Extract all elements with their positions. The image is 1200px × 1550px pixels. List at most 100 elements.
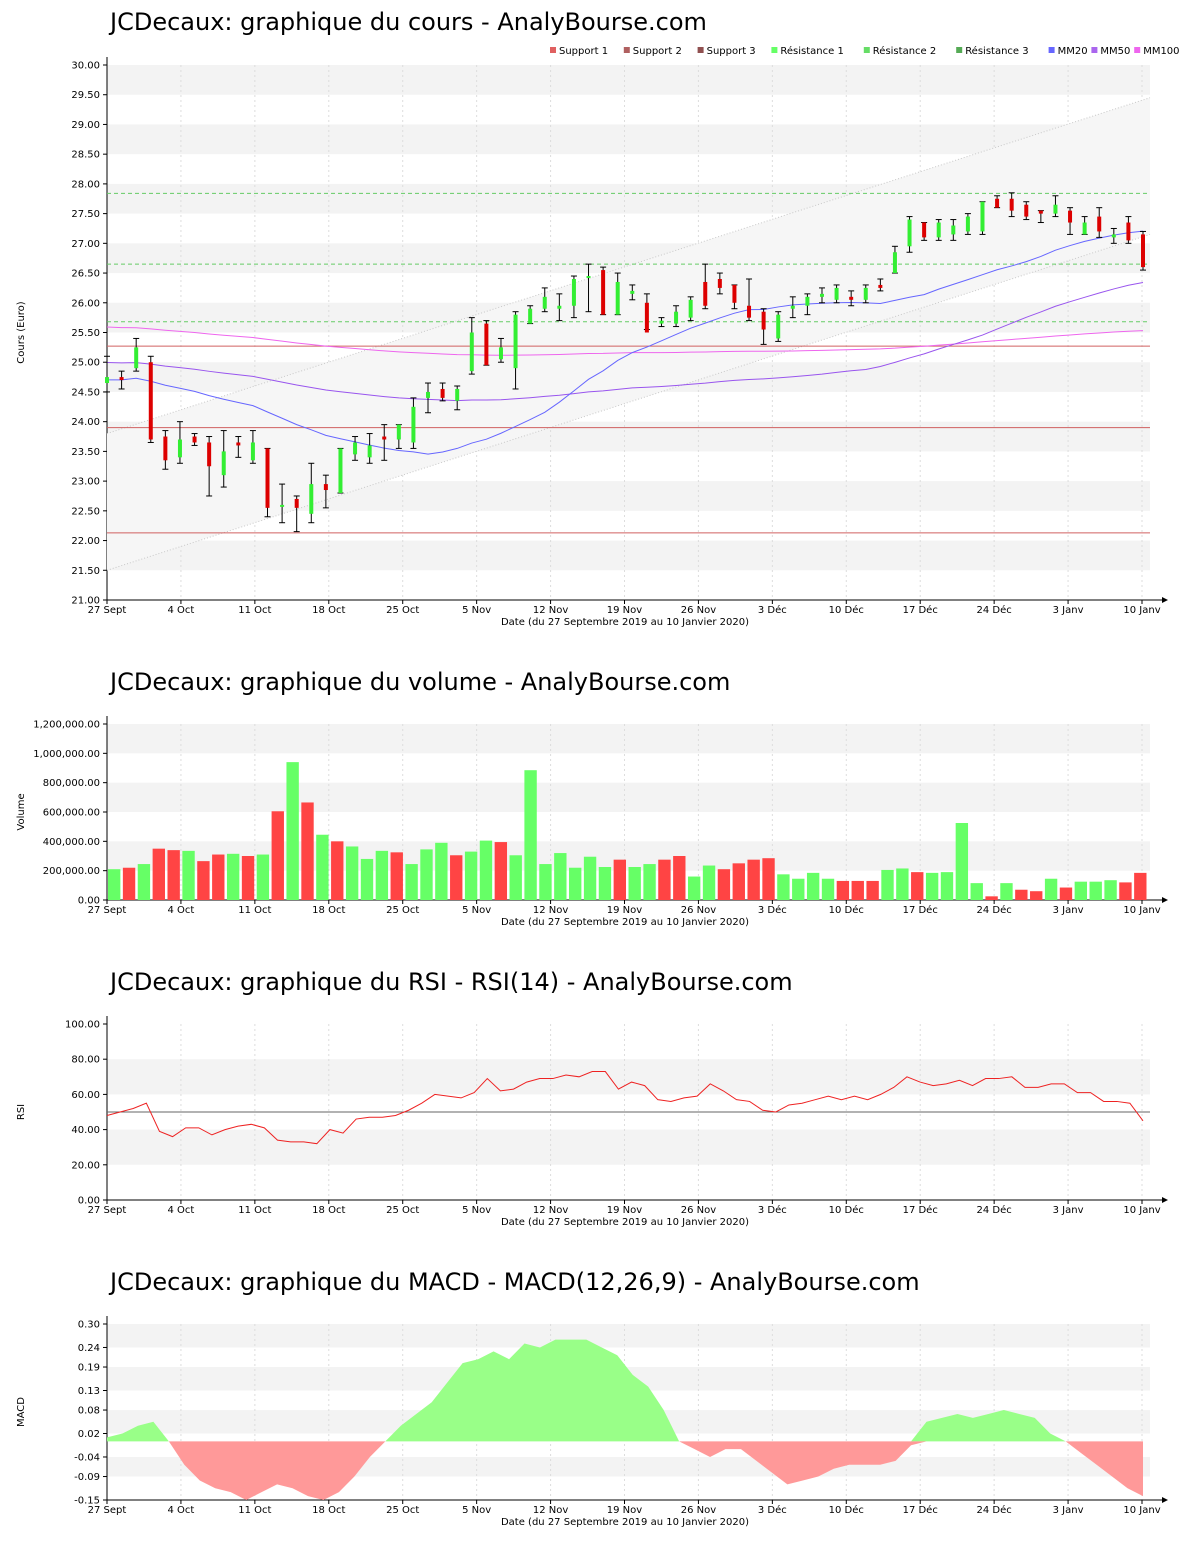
volume-bar bbox=[510, 855, 522, 900]
volume-bar bbox=[242, 856, 254, 900]
legend-swatch bbox=[624, 47, 630, 53]
legend-label: MM100 bbox=[1143, 46, 1179, 57]
legend-label: Support 2 bbox=[633, 46, 682, 57]
volume-xtick-label: 3 Janv bbox=[1053, 905, 1084, 916]
rsi-xtick-label: 10 Déc bbox=[829, 1204, 864, 1216]
volume-bar bbox=[331, 841, 343, 900]
price-ytick-label: 27.50 bbox=[71, 209, 100, 220]
macd-x-title: Date (du 27 Septembre 2019 au 10 Janvier… bbox=[501, 1517, 749, 1528]
candle-body bbox=[382, 437, 386, 440]
volume-bar bbox=[465, 852, 477, 900]
price-xtick-label: 19 Nov bbox=[607, 605, 643, 616]
candle-body bbox=[645, 303, 649, 333]
candle-body bbox=[324, 484, 328, 490]
volume-bar bbox=[911, 872, 923, 900]
price-ytick-label: 23.00 bbox=[71, 477, 100, 488]
macd-xtick-label: 10 Déc bbox=[829, 1504, 864, 1516]
rsi-xtick-label: 3 Déc bbox=[758, 1204, 787, 1216]
volume-xtick-label: 5 Nov bbox=[462, 905, 491, 916]
macd-xtick-label: 26 Nov bbox=[681, 1505, 717, 1516]
macd-xtick-label: 24 Déc bbox=[977, 1504, 1012, 1516]
volume-xtick-label: 12 Nov bbox=[533, 905, 569, 916]
volume-bar bbox=[1045, 879, 1057, 900]
volume-bar bbox=[1015, 890, 1027, 900]
candle-body bbox=[630, 291, 634, 294]
candle-body bbox=[149, 362, 153, 439]
candle-body bbox=[980, 202, 984, 232]
volume-bar bbox=[852, 881, 864, 900]
volume-bar bbox=[985, 896, 997, 900]
macd-xtick-label: 19 Nov bbox=[607, 1505, 643, 1516]
candle-body bbox=[1141, 234, 1145, 267]
candle-body bbox=[353, 442, 357, 454]
volume-xtick-label: 19 Nov bbox=[607, 905, 643, 916]
macd-ytick-label: 0.08 bbox=[78, 1406, 100, 1417]
volume-x-title: Date (du 27 Septembre 2019 au 10 Janvier… bbox=[501, 917, 749, 928]
volume-bar bbox=[272, 811, 284, 900]
candle-body bbox=[120, 377, 124, 380]
volume-xtick-label: 27 Sept bbox=[88, 905, 127, 916]
volume-bar bbox=[807, 873, 819, 900]
macd-xtick-label: 5 Nov bbox=[462, 1505, 491, 1516]
macd-chart: -0.15 -0.09 -0.04 0.02 0.08 0.13 0.19 0.24 0.30 2… bbox=[0, 1260, 1200, 1542]
volume-bar bbox=[584, 857, 596, 900]
volume-bar bbox=[1134, 873, 1146, 900]
legend-swatch bbox=[1049, 47, 1055, 53]
volume-bar bbox=[108, 869, 120, 900]
price-xtick-label: 4 Oct bbox=[168, 605, 195, 616]
volume-bar bbox=[153, 849, 165, 900]
rsi-ytick-label: 80.00 bbox=[71, 1055, 100, 1066]
candle-body bbox=[514, 315, 518, 369]
candle-body bbox=[1010, 199, 1014, 211]
macd-xtick-label: 4 Oct bbox=[168, 1505, 195, 1516]
candle-body bbox=[368, 445, 372, 457]
macd-xtick-label: 27 Sept bbox=[88, 1505, 127, 1516]
volume-band bbox=[107, 724, 1150, 753]
volume-bar bbox=[138, 864, 150, 900]
candle-body bbox=[893, 252, 897, 273]
volume-bar bbox=[1075, 882, 1087, 900]
candle-body bbox=[193, 437, 197, 443]
price-xtick-label: 18 Oct bbox=[312, 605, 345, 616]
volume-bar bbox=[227, 854, 239, 900]
volume-bar bbox=[539, 864, 551, 900]
price-ytick-label: 26.00 bbox=[71, 298, 100, 309]
rsi-xtick-label: 12 Nov bbox=[533, 1205, 569, 1216]
volume-bar bbox=[688, 877, 700, 900]
price-ytick-label: 23.50 bbox=[71, 447, 100, 458]
candle-body bbox=[163, 437, 167, 461]
rsi-ytick-label: 100.00 bbox=[65, 1020, 100, 1031]
volume-bar bbox=[718, 869, 730, 900]
volume-xtick-label: 3 Déc bbox=[758, 904, 787, 916]
legend-label: Résistance 1 bbox=[780, 45, 843, 57]
volume-bar bbox=[881, 870, 893, 900]
rsi-ytick-label: 20.00 bbox=[71, 1160, 100, 1171]
candle-body bbox=[878, 285, 882, 288]
legend-label: Résistance 2 bbox=[873, 45, 936, 57]
volume-bar bbox=[182, 851, 194, 900]
rsi-band bbox=[107, 1059, 1150, 1094]
rsi-xtick-label: 18 Oct bbox=[312, 1205, 345, 1216]
volume-xtick-label: 25 Oct bbox=[386, 905, 419, 916]
candle-body bbox=[791, 306, 795, 309]
candle-body bbox=[134, 347, 138, 368]
candle-body bbox=[732, 285, 736, 303]
rsi-ytick-label: 40.00 bbox=[71, 1125, 100, 1136]
volume-bar bbox=[197, 861, 209, 900]
rsi-band bbox=[107, 1130, 1150, 1165]
rsi-y-title: RSI bbox=[16, 1104, 27, 1120]
volume-y-title: Volume bbox=[16, 793, 27, 830]
price-xtick-label: 26 Nov bbox=[681, 605, 717, 616]
price-ytick-label: 26.50 bbox=[71, 269, 100, 280]
price-ytick-label: 25.00 bbox=[71, 358, 100, 369]
candle-body bbox=[557, 306, 561, 309]
legend-label: MM20 bbox=[1058, 46, 1088, 57]
macd-xtick-label: 10 Janv bbox=[1123, 1505, 1160, 1516]
price-ytick-label: 24.50 bbox=[71, 387, 100, 398]
price-xtick-label: 12 Nov bbox=[533, 605, 569, 616]
candle-body bbox=[689, 300, 693, 318]
candle-body bbox=[484, 324, 488, 366]
rsi-xtick-label: 3 Janv bbox=[1053, 1205, 1084, 1216]
rsi-x-arrow bbox=[1162, 1197, 1168, 1203]
volume-bar bbox=[480, 841, 492, 900]
